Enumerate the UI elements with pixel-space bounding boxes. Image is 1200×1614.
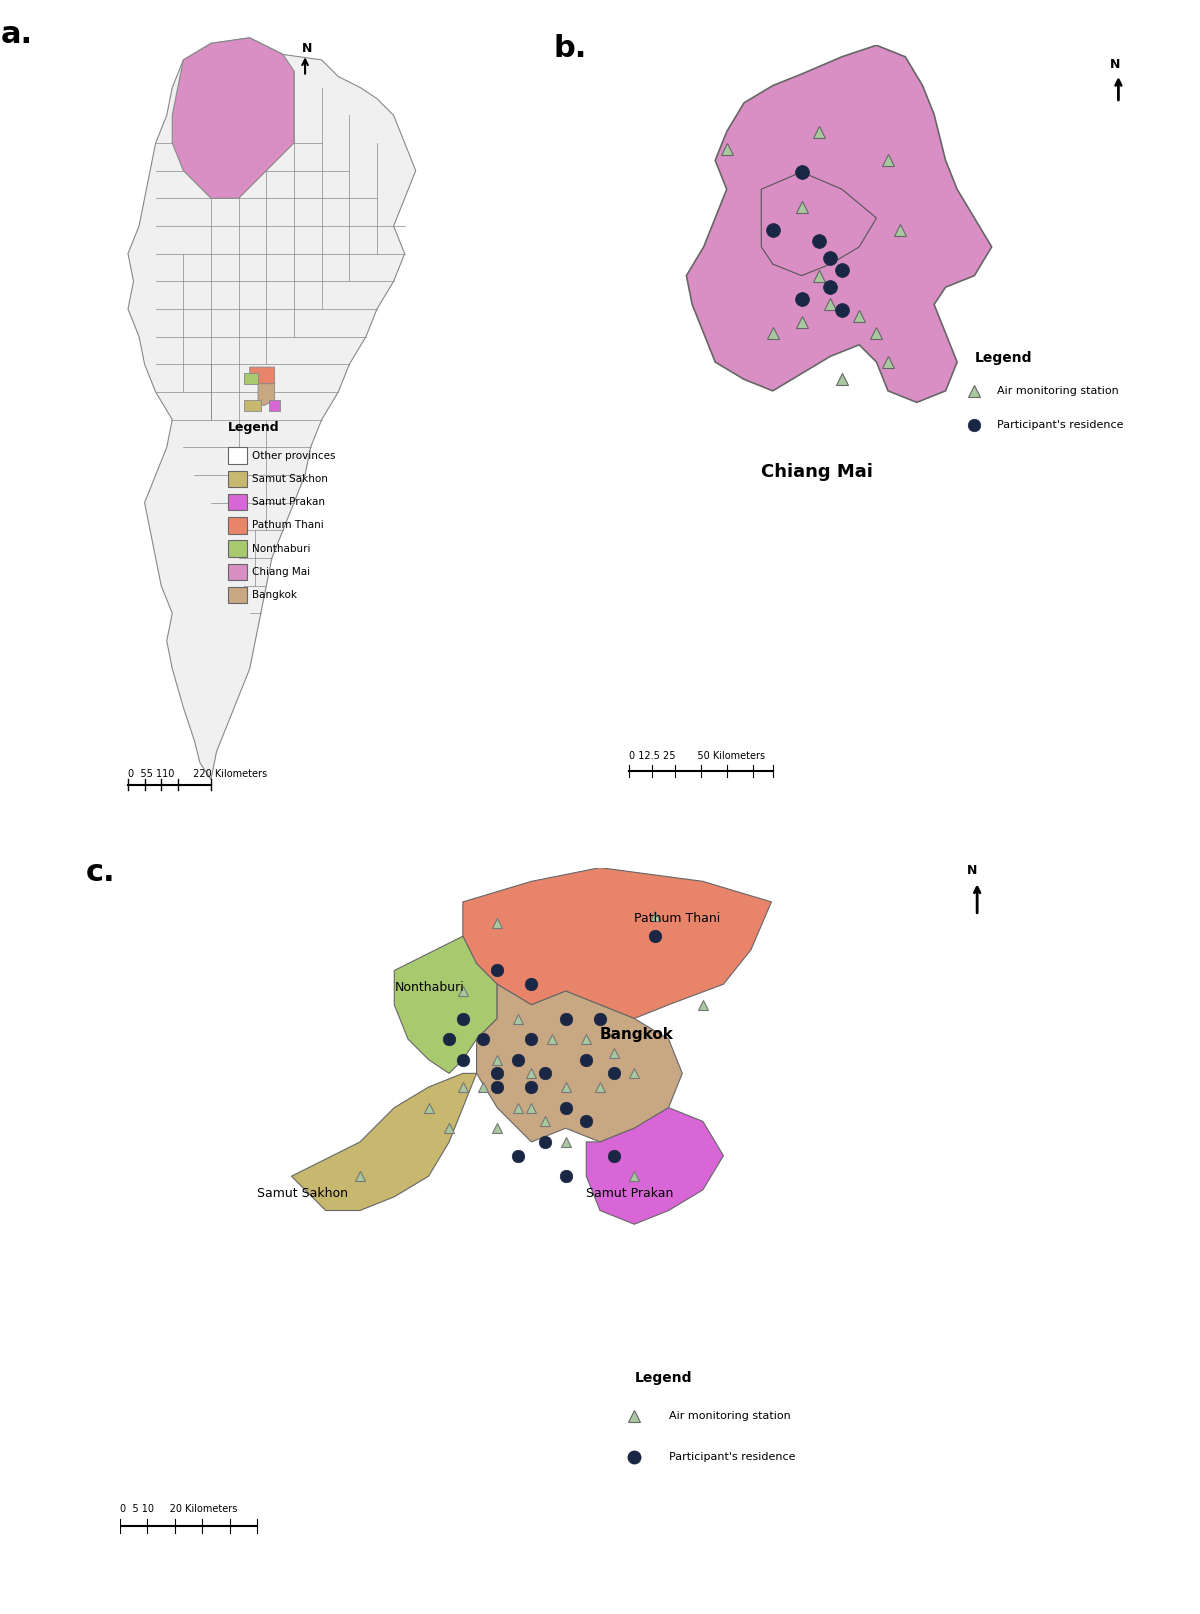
Text: N: N — [967, 865, 977, 878]
Text: N: N — [302, 42, 313, 55]
Text: 0  5 10     20 Kilometers: 0 5 10 20 Kilometers — [120, 1504, 238, 1514]
Polygon shape — [258, 384, 275, 405]
Text: Samut Prakan: Samut Prakan — [252, 497, 325, 507]
Polygon shape — [292, 1073, 476, 1210]
Text: Nonthaburi: Nonthaburi — [252, 544, 311, 554]
Polygon shape — [587, 1107, 724, 1223]
Bar — [228, 563, 247, 579]
Polygon shape — [128, 37, 415, 780]
Text: c.: c. — [85, 859, 115, 888]
Polygon shape — [686, 45, 991, 402]
Text: Samut Sakhon: Samut Sakhon — [257, 1186, 348, 1199]
Text: Legend: Legend — [635, 1370, 691, 1385]
Text: 0 12.5 25       50 Kilometers: 0 12.5 25 50 Kilometers — [629, 752, 764, 762]
Bar — [228, 471, 247, 487]
Text: Participant's residence: Participant's residence — [668, 1453, 796, 1462]
Text: Samut Sakhon: Samut Sakhon — [252, 475, 329, 484]
Polygon shape — [463, 868, 772, 1018]
Text: Chiang Mai: Chiang Mai — [761, 463, 874, 481]
Text: Bangkok: Bangkok — [252, 591, 298, 600]
Text: Air monitoring station: Air monitoring station — [997, 386, 1120, 395]
Text: Participant's residence: Participant's residence — [997, 420, 1124, 431]
Bar — [228, 494, 247, 510]
Text: a.: a. — [1, 21, 32, 50]
Polygon shape — [395, 936, 497, 1073]
Text: b.: b. — [554, 34, 587, 63]
Polygon shape — [250, 366, 275, 384]
Bar — [228, 516, 247, 534]
Polygon shape — [244, 373, 258, 384]
Text: Legend: Legend — [228, 421, 280, 434]
Text: Nonthaburi: Nonthaburi — [395, 981, 464, 994]
Polygon shape — [761, 173, 876, 276]
Text: Air monitoring station: Air monitoring station — [668, 1411, 791, 1422]
Text: N: N — [1110, 58, 1120, 71]
Text: Pathum Thani: Pathum Thani — [252, 520, 324, 531]
Bar — [228, 587, 247, 604]
Text: Samut Prakan: Samut Prakan — [587, 1186, 673, 1199]
Text: Legend: Legend — [974, 350, 1032, 365]
Text: 0  55 110      220 Kilometers: 0 55 110 220 Kilometers — [128, 768, 268, 780]
Text: Pathum Thani: Pathum Thani — [635, 912, 720, 925]
Text: Other provinces: Other provinces — [252, 450, 336, 460]
Polygon shape — [476, 985, 683, 1143]
Polygon shape — [244, 400, 260, 412]
Bar — [228, 541, 247, 557]
Bar — [228, 447, 247, 463]
Text: Chiang Mai: Chiang Mai — [252, 567, 311, 576]
Polygon shape — [173, 37, 294, 199]
Polygon shape — [269, 400, 280, 412]
Text: Bangkok: Bangkok — [600, 1027, 674, 1043]
